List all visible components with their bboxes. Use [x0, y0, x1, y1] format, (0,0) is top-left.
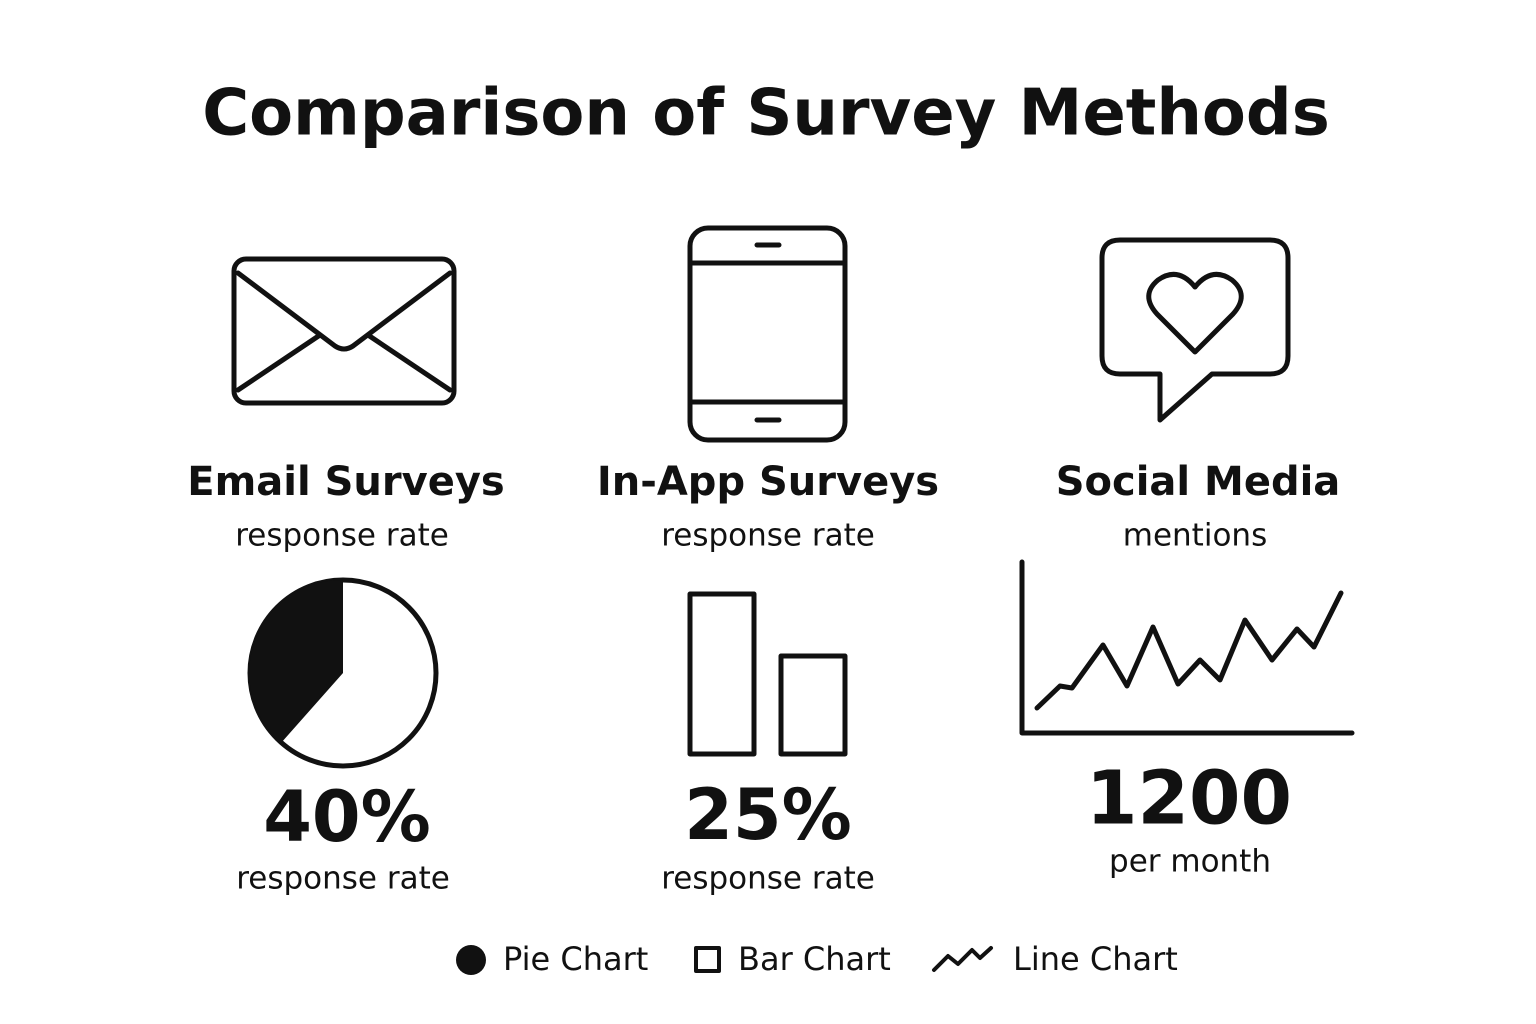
bar-icon	[687, 591, 848, 757]
panel-caption: response rate	[661, 861, 875, 897]
legend-label: Pie Chart	[503, 940, 648, 978]
panel-subtitle: response rate	[235, 518, 449, 554]
panel-title: In-App Surveys	[597, 459, 939, 505]
phone-icon	[687, 225, 848, 443]
panel-subtitle: response rate	[661, 518, 875, 554]
line-icon	[1019, 559, 1355, 736]
legend-line-icon	[932, 946, 993, 972]
social-icon	[1099, 237, 1291, 423]
legend-bar-icon	[694, 946, 721, 973]
panel-caption: response rate	[236, 861, 450, 897]
legend-pie-icon	[456, 945, 486, 975]
panel-value: 40%	[263, 776, 431, 858]
pie-icon	[247, 577, 439, 769]
panel-value: 25%	[684, 774, 852, 856]
panel-caption: per month	[1109, 844, 1271, 880]
panel-title: Social Media	[1056, 459, 1341, 505]
legend-label: Bar Chart	[738, 940, 891, 978]
panel-title: Email Surveys	[187, 459, 504, 505]
legend-label: Line Chart	[1013, 940, 1178, 978]
title: Comparison of Survey Methods	[202, 77, 1330, 151]
panel-value: 1200	[1086, 756, 1292, 842]
panel-subtitle: mentions	[1123, 518, 1267, 554]
email-icon	[231, 256, 457, 406]
